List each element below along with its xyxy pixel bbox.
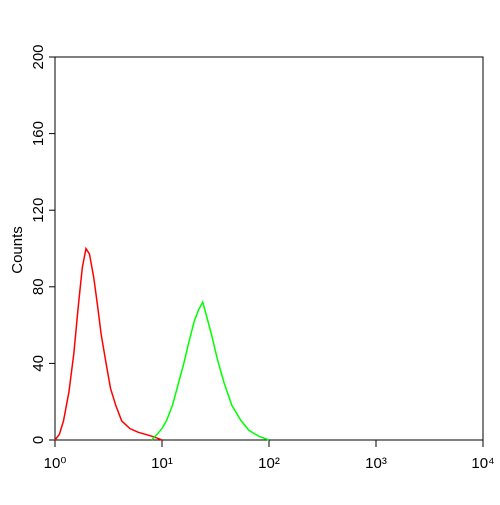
y-tick-label: 120: [30, 198, 47, 223]
x-tick-label: 10¹: [151, 455, 173, 472]
y-tick-label: 80: [30, 278, 47, 295]
x-tick-label: 10⁴: [471, 455, 494, 472]
y-axis-label: Counts: [9, 226, 26, 274]
x-tick-label: 10²: [258, 455, 280, 472]
y-tick-label: 0: [30, 436, 47, 444]
plot-frame: [54, 56, 484, 441]
y-tick-label: 160: [30, 121, 47, 146]
x-tick-label: 10³: [365, 455, 387, 472]
x-tick-label: 10⁰: [44, 455, 67, 472]
y-tick-label: 200: [30, 44, 47, 69]
histogram-line: [151, 300, 270, 441]
y-tick-label: 40: [30, 355, 47, 372]
histogram-line: [54, 246, 163, 441]
